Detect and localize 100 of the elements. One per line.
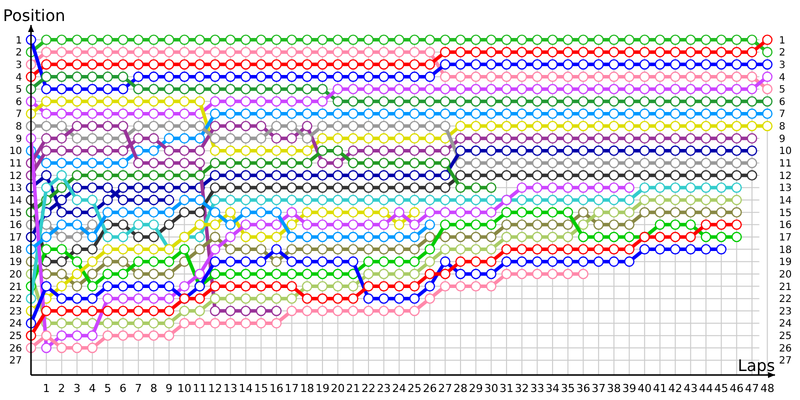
x-tick-label: 19 — [315, 382, 330, 395]
point — [56, 108, 67, 119]
x-tick-label: 30 — [484, 382, 498, 395]
point — [72, 72, 82, 82]
point — [486, 96, 496, 107]
point — [731, 133, 742, 144]
point — [608, 34, 620, 45]
point — [670, 84, 680, 94]
point — [363, 46, 374, 58]
point — [164, 293, 174, 304]
point — [501, 219, 512, 230]
point — [394, 281, 404, 292]
point — [56, 170, 67, 181]
point — [225, 232, 236, 242]
y-tick-label: 23 — [9, 306, 22, 318]
point — [685, 46, 696, 58]
point — [624, 84, 634, 94]
point — [455, 34, 466, 45]
point — [363, 170, 374, 181]
point — [302, 306, 312, 316]
point — [56, 256, 67, 267]
point — [302, 46, 312, 58]
point — [118, 59, 128, 70]
point — [486, 207, 496, 218]
point — [87, 158, 98, 168]
point — [256, 207, 266, 218]
point — [608, 84, 620, 94]
x-tick-label: 40 — [638, 382, 652, 395]
point — [424, 158, 436, 168]
point — [87, 96, 98, 107]
point — [302, 96, 312, 107]
point — [56, 232, 67, 242]
y2-tick-label: 13 — [779, 183, 792, 194]
point — [731, 108, 742, 119]
point — [164, 34, 174, 45]
point — [378, 96, 390, 107]
point — [256, 46, 266, 58]
point — [286, 182, 297, 193]
point — [256, 133, 266, 144]
point — [210, 108, 220, 119]
point — [746, 170, 758, 181]
point — [210, 244, 220, 254]
point — [685, 133, 696, 144]
point — [332, 158, 344, 168]
point — [240, 182, 251, 193]
point — [685, 108, 696, 119]
point — [593, 59, 604, 70]
x-tick-label: 24 — [392, 382, 406, 395]
point — [148, 170, 159, 181]
point — [118, 219, 128, 230]
point — [102, 108, 113, 119]
point — [56, 133, 67, 144]
point — [440, 207, 450, 218]
point — [378, 207, 390, 218]
x-tick-label: 26 — [422, 382, 437, 395]
point — [332, 133, 344, 144]
point — [716, 46, 727, 58]
point — [164, 281, 174, 292]
point — [118, 318, 128, 328]
point — [394, 182, 404, 193]
point — [271, 59, 282, 70]
point — [378, 34, 390, 45]
y-tick-label: 12 — [9, 170, 22, 182]
point — [302, 281, 312, 292]
point — [363, 120, 374, 132]
point — [670, 133, 680, 144]
y2-tick-label: 25 — [779, 331, 792, 342]
point — [378, 120, 390, 132]
point — [332, 194, 344, 206]
point — [317, 84, 328, 94]
point — [332, 306, 344, 316]
point — [363, 59, 374, 70]
point — [716, 146, 727, 156]
point — [164, 120, 174, 132]
x-tick-label: 31 — [500, 382, 514, 395]
point — [409, 34, 420, 45]
point — [225, 182, 236, 193]
point — [455, 170, 466, 181]
x-tick-label: 1 — [42, 382, 50, 395]
point — [210, 120, 220, 132]
point — [271, 318, 282, 328]
point — [87, 232, 98, 242]
point — [685, 84, 696, 94]
point — [685, 207, 696, 218]
point — [148, 84, 159, 94]
point — [670, 96, 680, 107]
point — [363, 293, 374, 304]
point — [256, 120, 266, 132]
point — [593, 207, 604, 218]
point — [363, 72, 374, 82]
point — [179, 84, 190, 94]
point — [164, 146, 174, 156]
point — [547, 72, 558, 82]
point — [256, 84, 266, 94]
point — [593, 96, 604, 107]
point — [240, 59, 251, 70]
point — [317, 232, 328, 242]
point — [700, 146, 712, 156]
point — [378, 146, 390, 156]
point — [731, 207, 742, 218]
